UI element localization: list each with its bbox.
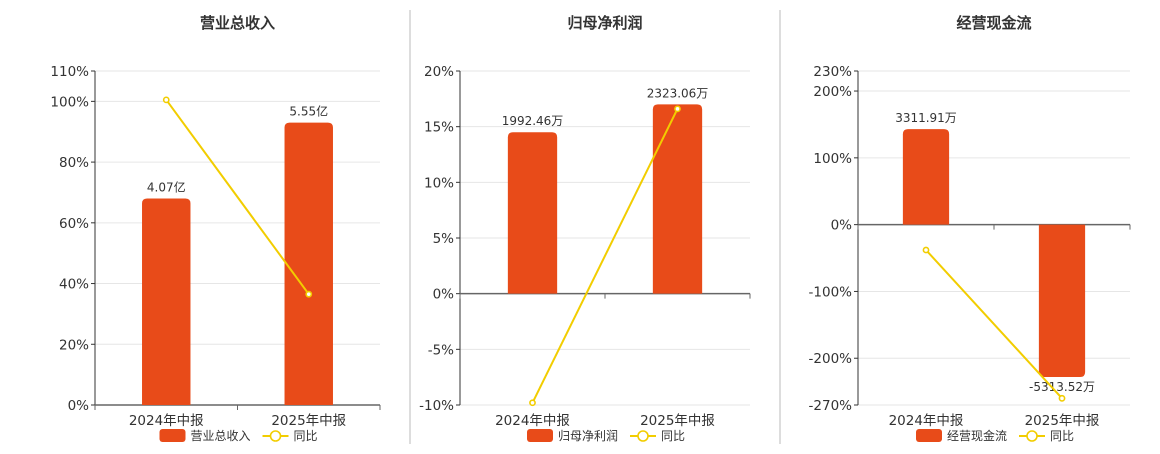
- y-tick-label: 15%: [424, 120, 454, 136]
- y-tick-label: 100%: [813, 151, 852, 167]
- legend-bar-label: 经营现金流: [947, 428, 1007, 443]
- bar-data-label: 1992.46万: [502, 114, 564, 128]
- y-tick-label: 5%: [433, 231, 455, 247]
- x-category-label: 2025年中报: [640, 413, 715, 429]
- y-tick-label: -10%: [419, 398, 454, 414]
- x-category-label: 2024年中报: [889, 413, 964, 429]
- legend-bar-swatch: [916, 429, 942, 442]
- legend-line-label: 同比: [1050, 429, 1074, 443]
- bar-data-label: 3311.91万: [895, 111, 957, 125]
- y-tick-label: 0%: [433, 287, 455, 303]
- x-category-label: 2025年中报: [1025, 413, 1100, 429]
- bar: [507, 132, 558, 294]
- yoy-point: [674, 105, 681, 113]
- bar: [142, 198, 191, 405]
- y-tick-label: 0%: [68, 398, 90, 414]
- y-tick-label: 110%: [50, 64, 89, 80]
- y-tick-label: 10%: [424, 175, 454, 191]
- x-category-label: 2025年中报: [271, 413, 346, 429]
- yoy-line: [531, 108, 679, 404]
- y-tick-label: 100%: [50, 94, 89, 110]
- x-category-label: 2024年中报: [129, 413, 204, 429]
- chart-title: 经营现金流: [956, 14, 1031, 32]
- y-tick-label: -5%: [428, 342, 454, 358]
- legend-line-label: 同比: [661, 429, 685, 443]
- legend: 经营现金流 同比: [916, 428, 1074, 443]
- y-tick-label: 200%: [813, 84, 852, 100]
- yoy-point: [1058, 394, 1066, 402]
- yoy-point: [529, 399, 536, 407]
- legend-bar-label: 营业总收入: [191, 429, 251, 443]
- chart-panel-2: 归母净利润 -10% -5% 0% 5% 10% 15% 20% 1992.46万 2323.06…: [419, 14, 751, 443]
- yoy-line: [165, 99, 310, 295]
- legend: 营业总收入 同比: [159, 429, 318, 443]
- legend-bar-label: 归母净利润: [558, 429, 618, 443]
- y-tick-label: 230%: [813, 64, 852, 80]
- bar: [902, 129, 950, 225]
- yoy-point: [922, 246, 930, 254]
- legend-line-marker: [1026, 430, 1038, 442]
- bar-data-label: 5.55亿: [289, 104, 328, 119]
- legend-line-marker: [269, 430, 282, 442]
- chart-panel-3: 经营现金流 -270% -200% -100% 0% 100% 200% 230% 3311.9…: [809, 14, 1131, 443]
- y-tick-label: 40%: [59, 277, 89, 293]
- legend-line-marker: [637, 430, 649, 442]
- y-tick-label: 0%: [831, 218, 853, 234]
- bar: [284, 122, 333, 406]
- yoy-point: [162, 96, 170, 104]
- legend-bar-swatch: [159, 429, 186, 442]
- legend: 归母净利润 同比: [527, 429, 685, 443]
- bar-data-label: 2323.06万: [647, 86, 709, 100]
- chart-title: 归母净利润: [567, 14, 642, 32]
- bar: [1038, 224, 1086, 377]
- bar: [652, 104, 703, 294]
- chart-title: 营业总收入: [200, 14, 275, 32]
- legend-line-label: 同比: [294, 429, 318, 443]
- y-tick-label: 60%: [59, 216, 89, 232]
- yoy-line: [925, 249, 1063, 399]
- bar-data-label: 4.07亿: [147, 180, 186, 195]
- y-tick-label: 20%: [424, 64, 454, 80]
- y-tick-label: -100%: [809, 284, 853, 300]
- y-tick-label: -270%: [809, 398, 853, 414]
- legend-bar-swatch: [527, 429, 553, 442]
- y-tick-label: 80%: [59, 155, 89, 171]
- yoy-point: [305, 290, 313, 298]
- chart-panel-1: 营业总收入 0% 20% 40% 60% 80% 100% 110% 4.07亿 5.55亿 202…: [50, 14, 381, 443]
- x-category-label: 2024年中报: [495, 413, 570, 429]
- y-tick-label: 20%: [59, 337, 89, 353]
- y-tick-label: -200%: [809, 351, 853, 367]
- bar-data-label: -5313.52万: [1029, 380, 1095, 394]
